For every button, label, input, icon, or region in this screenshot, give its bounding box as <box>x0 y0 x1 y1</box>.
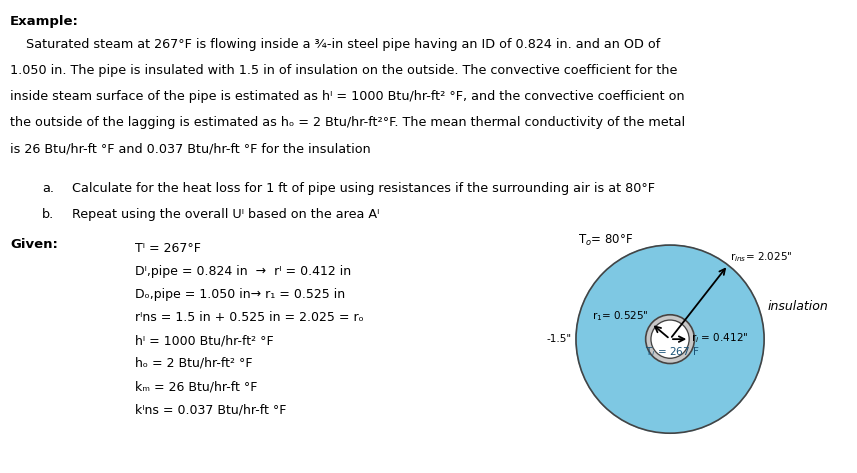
Text: Saturated steam at 267°F is flowing inside a ¾-in steel pipe having an ID of 0.8: Saturated steam at 267°F is flowing insi… <box>10 38 660 51</box>
Text: r$_{ins}$= 2.025": r$_{ins}$= 2.025" <box>730 250 793 263</box>
Text: -1.5": -1.5" <box>546 334 572 344</box>
Text: hₒ = 2 Btu/hr-ft² °F: hₒ = 2 Btu/hr-ft² °F <box>135 357 253 370</box>
Text: 1.050 in. The pipe is insulated with 1.5 in of insulation on the outside. The co: 1.050 in. The pipe is insulated with 1.5… <box>10 64 677 77</box>
Text: Repeat using the overall Uᴵ based on the area Aᴵ: Repeat using the overall Uᴵ based on the… <box>72 208 380 221</box>
Circle shape <box>645 315 694 364</box>
Text: insulation: insulation <box>768 300 829 313</box>
Text: hᴵ = 1000 Btu/hr-ft² °F: hᴵ = 1000 Btu/hr-ft² °F <box>135 334 273 347</box>
Text: Given:: Given: <box>10 238 58 251</box>
Text: the outside of the lagging is estimated as hₒ = 2 Btu/hr-ft²°F. The mean thermal: the outside of the lagging is estimated … <box>10 116 685 129</box>
Text: is 26 Btu/hr-ft °F and 0.037 Btu/hr-ft °F for the insulation: is 26 Btu/hr-ft °F and 0.037 Btu/hr-ft °… <box>10 142 371 155</box>
Text: r$_i$ = 0.412": r$_i$ = 0.412" <box>691 331 748 345</box>
Text: T$_i$ = 267 F: T$_i$ = 267 F <box>645 345 699 359</box>
Text: Example:: Example: <box>10 15 79 28</box>
Text: rᴵns = 1.5 in + 0.525 in = 2.025 = rₒ: rᴵns = 1.5 in + 0.525 in = 2.025 = rₒ <box>135 311 363 324</box>
Circle shape <box>576 245 764 433</box>
Circle shape <box>651 320 689 358</box>
Text: kᴵns = 0.037 Btu/hr-ft °F: kᴵns = 0.037 Btu/hr-ft °F <box>135 403 286 416</box>
Text: b.: b. <box>42 208 54 221</box>
Text: inside steam surface of the pipe is estimated as hᴵ = 1000 Btu/hr-ft² °F, and th: inside steam surface of the pipe is esti… <box>10 90 685 103</box>
Text: T$_o$= 80°F: T$_o$= 80°F <box>578 233 633 248</box>
Text: r$_1$= 0.525": r$_1$= 0.525" <box>592 309 649 323</box>
Text: Dᴵ,pipe = 0.824 in  →  rᴵ = 0.412 in: Dᴵ,pipe = 0.824 in → rᴵ = 0.412 in <box>135 265 351 278</box>
Text: Calculate for the heat loss for 1 ft of pipe using resistances if the surroundin: Calculate for the heat loss for 1 ft of … <box>72 182 655 195</box>
Text: a.: a. <box>42 182 54 195</box>
Text: kₘ = 26 Btu/hr-ft °F: kₘ = 26 Btu/hr-ft °F <box>135 380 257 393</box>
Text: Tᴵ = 267°F: Tᴵ = 267°F <box>135 242 201 255</box>
Text: Dₒ,pipe = 1.050 in→ r₁ = 0.525 in: Dₒ,pipe = 1.050 in→ r₁ = 0.525 in <box>135 288 345 301</box>
